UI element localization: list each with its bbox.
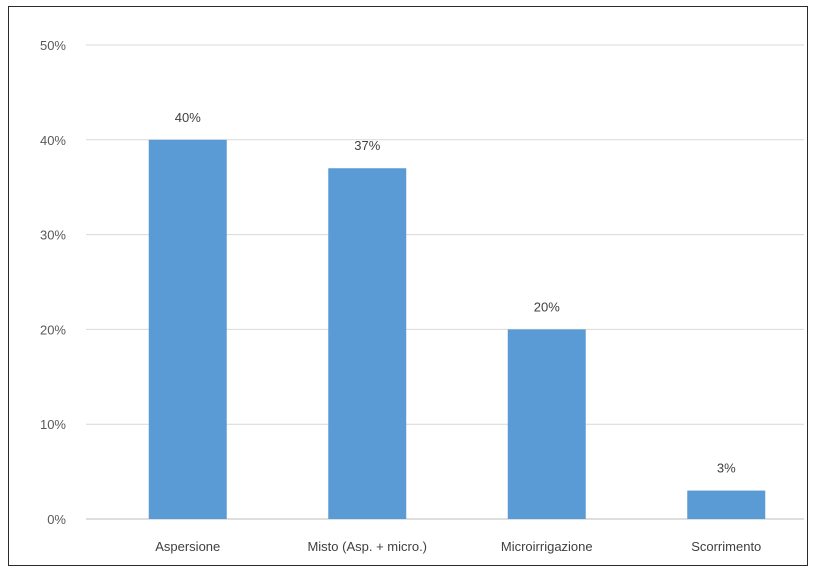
chart-frame bbox=[8, 6, 808, 566]
bars bbox=[148, 139, 766, 520]
bar bbox=[328, 168, 407, 520]
data-label: 20% bbox=[534, 299, 560, 314]
bar bbox=[687, 490, 766, 519]
y-tick-label: 0% bbox=[47, 512, 66, 527]
category-label: Misto (Asp. + micro.) bbox=[307, 539, 427, 554]
bar bbox=[148, 139, 227, 520]
data-label: 37% bbox=[354, 138, 380, 153]
x-axis-category-labels: Aspersione Misto (Asp. + micro.) Microirri… bbox=[155, 539, 761, 554]
data-label: 3% bbox=[717, 461, 736, 476]
category-label: Aspersione bbox=[155, 539, 220, 554]
y-tick-label: 40% bbox=[40, 133, 66, 148]
bar bbox=[507, 329, 586, 519]
y-tick-label: 50% bbox=[40, 38, 66, 53]
y-tick-label: 30% bbox=[40, 228, 66, 243]
y-tick-label: 10% bbox=[40, 417, 66, 432]
category-label: Scorrimento bbox=[691, 539, 761, 554]
data-label: 40% bbox=[175, 110, 201, 125]
category-label: Microirrigazione bbox=[501, 539, 593, 554]
y-axis-tick-labels: 0% 10% 20% 30% 40% 50% bbox=[40, 38, 66, 527]
y-tick-label: 20% bbox=[40, 322, 66, 337]
data-labels: 40% 37% 20% 3% bbox=[175, 110, 736, 476]
